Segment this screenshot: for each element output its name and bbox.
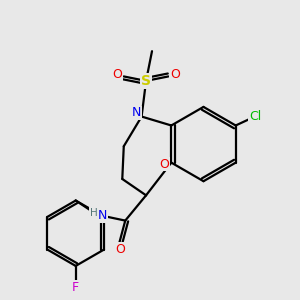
Text: O: O: [112, 68, 122, 82]
Text: Cl: Cl: [249, 110, 261, 123]
Text: S: S: [141, 74, 151, 88]
Text: N: N: [132, 106, 141, 119]
Text: H: H: [90, 208, 98, 218]
Text: O: O: [159, 158, 169, 171]
Text: O: O: [115, 243, 125, 256]
Text: F: F: [72, 281, 79, 294]
Text: N: N: [98, 209, 107, 222]
Text: O: O: [170, 68, 180, 82]
